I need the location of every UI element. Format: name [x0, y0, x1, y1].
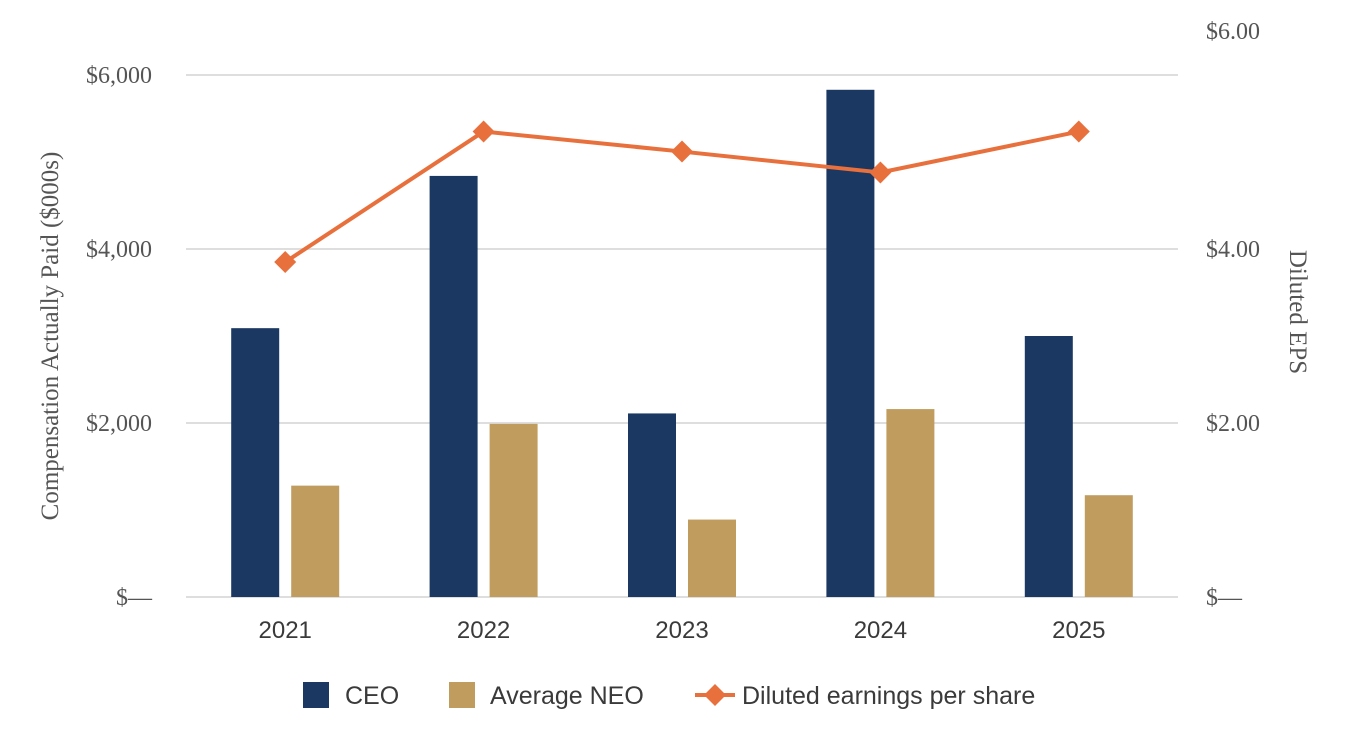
left-tick-label: $6,000: [86, 63, 152, 89]
x-tick-label: 2025: [1052, 617, 1105, 644]
right-tick-label: $4.00: [1206, 237, 1260, 263]
gridlines: [186, 74, 1178, 598]
legend: CEO Average NEO Diluted earnings per share: [303, 682, 1035, 710]
legend-label: CEO: [345, 682, 399, 710]
x-tick-label: 2022: [457, 617, 510, 644]
legend-label: Diluted earnings per share: [742, 682, 1035, 710]
ceo-bar-2021: [231, 328, 280, 597]
right-axis-ticks: $— $2.00 $4.00 $6.00: [1206, 19, 1260, 611]
ceo-bar-2025: [1024, 336, 1073, 597]
ceo-bar-2023: [628, 413, 676, 597]
right-tick-label: $2.00: [1206, 411, 1260, 437]
eps-point-2023: [671, 140, 693, 163]
avg-neo-bar-2022: [489, 423, 538, 597]
x-tick-label: 2023: [655, 617, 708, 644]
left-tick-label: $—: [116, 585, 153, 611]
legend-swatch: [449, 682, 475, 708]
eps-point-2024: [869, 161, 892, 184]
legend-swatch: [303, 682, 329, 708]
right-tick-label: $6.00: [1206, 19, 1260, 45]
ceo-bar-2024: [826, 89, 875, 597]
eps-point-2022: [472, 120, 495, 143]
eps-line: [274, 120, 1090, 274]
left-tick-label: $2,000: [86, 411, 152, 437]
x-tick-label: 2021: [259, 617, 312, 644]
avg-neo-bar-2025: [1084, 495, 1133, 597]
avg-neo-bar-2024: [886, 409, 935, 597]
avg-neo-bar-2023: [688, 519, 736, 597]
eps-point-2021: [274, 251, 297, 274]
left-axis-ticks: $— $2,000 $4,000 $6,000: [86, 63, 153, 611]
bars: [231, 89, 1133, 598]
right-tick-label: $—: [1206, 585, 1243, 611]
eps-point-2025: [1067, 120, 1090, 143]
right-axis-title: Diluted EPS: [1284, 250, 1311, 374]
left-axis-title: Compensation Actually Paid ($000s): [37, 152, 64, 521]
avg-neo-bar-2021: [291, 485, 340, 597]
x-tick-label: 2024: [854, 617, 907, 644]
legend-diamond-marker: [704, 684, 726, 706]
ceo-bar-2022: [429, 175, 478, 598]
left-tick-label: $4,000: [86, 237, 152, 263]
x-axis-ticks: 2021 2022 2023 2024 2025: [259, 617, 1106, 644]
legend-label: Average NEO: [490, 682, 644, 710]
